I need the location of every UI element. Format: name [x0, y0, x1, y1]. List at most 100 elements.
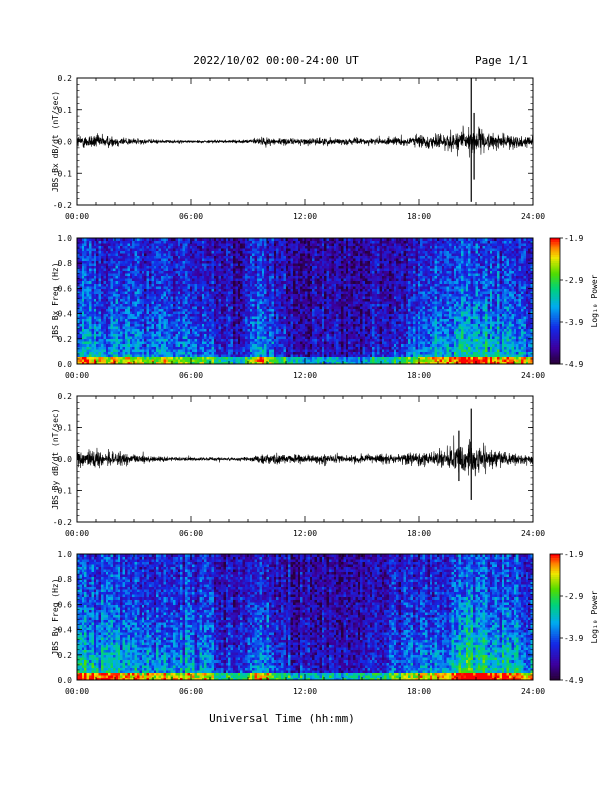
spectrogram-cell	[199, 275, 203, 279]
x-tick-label: 18:00	[407, 212, 431, 221]
spectrogram-cell	[93, 308, 97, 312]
spectrogram-cell	[302, 248, 306, 251]
spectrogram-cell	[197, 303, 200, 307]
spectrogram-cell	[254, 311, 258, 314]
spectrogram-cell	[249, 245, 253, 249]
spectrogram-cell	[156, 243, 159, 246]
spectrogram-cell	[108, 243, 111, 246]
spectrogram-cell	[271, 353, 275, 357]
spectrogram-cell	[163, 293, 167, 297]
spectrogram-cell	[223, 295, 227, 299]
spectrogram-cell	[247, 313, 251, 317]
spectrogram-cell	[242, 346, 246, 350]
spectrogram-cell	[261, 301, 265, 304]
spectrogram-cell	[245, 278, 248, 282]
spectrogram-cell	[290, 285, 294, 289]
spectrogram-cell	[271, 255, 275, 259]
spectrogram-cell	[233, 353, 236, 357]
spectrogram-cell	[278, 346, 282, 350]
spectrogram-cell	[101, 353, 104, 357]
spectrogram-cell	[101, 356, 104, 360]
spectrogram-cell	[302, 273, 306, 277]
spectrogram-cell	[173, 333, 176, 337]
spectrogram-cell	[266, 288, 270, 292]
spectrogram-cell	[242, 313, 246, 317]
spectrogram-cell	[170, 275, 174, 279]
spectrogram-cell	[213, 361, 217, 365]
spectrogram-cell	[273, 263, 277, 267]
spectrogram-cell	[115, 321, 119, 325]
spectrogram-cell	[216, 258, 219, 262]
spectrogram-cell	[293, 348, 296, 352]
spectrogram-cell	[206, 353, 210, 357]
spectrogram-cell	[115, 265, 119, 269]
spectrogram-cell	[221, 321, 224, 325]
spectrogram-cell	[194, 288, 198, 292]
spectrogram-cell	[223, 283, 227, 287]
spectrogram-cell	[297, 240, 301, 244]
spectrogram-cell	[300, 301, 303, 304]
spectrogram-cell	[120, 361, 123, 365]
spectrogram-cell	[276, 253, 279, 257]
spectrogram-cell	[290, 341, 294, 345]
spectrogram-cell	[146, 336, 150, 340]
spectrogram-cell	[307, 270, 311, 274]
spectrogram-cell	[91, 258, 95, 262]
spectrogram-cell	[233, 248, 236, 251]
spectrogram-cell	[81, 290, 85, 294]
spectrogram-cell	[233, 323, 236, 327]
spectrogram-cell	[182, 336, 186, 340]
spectrogram-cell	[89, 338, 92, 342]
spectrogram-cell	[144, 321, 147, 325]
spectrogram-cell	[228, 240, 231, 244]
spectrogram-cell	[235, 285, 239, 289]
spectrogram-cell	[127, 298, 131, 302]
spectrogram-cell	[271, 301, 275, 304]
spectrogram-cell	[302, 316, 306, 320]
spectrogram-cell	[120, 260, 123, 264]
spectrogram-cell	[117, 358, 121, 362]
spectrogram-cell	[129, 283, 133, 287]
spectrogram-cell	[192, 311, 195, 314]
spectrogram-cell	[173, 275, 176, 279]
spectrogram-cell	[77, 343, 80, 347]
spectrogram-cell	[225, 301, 229, 304]
spectrogram-cell	[233, 273, 236, 277]
spectrogram-cell	[185, 343, 188, 347]
spectrogram-cell	[252, 270, 255, 274]
spectrogram-cell	[271, 328, 275, 332]
spectrogram-cell	[225, 313, 229, 317]
spectrogram-cell	[293, 255, 296, 259]
spectrogram-cell	[293, 275, 296, 279]
spectrogram-cell	[302, 295, 306, 299]
spectrogram-cell	[225, 326, 229, 330]
spectrogram-cell	[91, 278, 95, 282]
spectrogram-cell	[170, 273, 174, 277]
spectrogram-cell	[278, 326, 282, 330]
spectrogram-cell	[103, 306, 107, 309]
spectrogram-cell	[266, 321, 270, 325]
spectrogram-cell	[110, 280, 114, 284]
spectrogram-cell	[110, 298, 114, 302]
spectrogram-cell	[197, 290, 200, 294]
spectrogram-cell	[91, 263, 95, 267]
spectrogram-cell	[199, 321, 203, 325]
spectrogram-cell	[261, 265, 265, 269]
spectrogram-cell	[197, 323, 200, 327]
spectrogram-cell	[153, 285, 157, 289]
spectrogram-cell	[230, 243, 234, 246]
spectrogram-cell	[158, 318, 162, 322]
spectrogram-cell	[93, 318, 97, 322]
spectrogram-cell	[305, 248, 308, 251]
spectrogram-cell	[192, 313, 195, 317]
spectrogram-cell	[120, 238, 123, 241]
spectrogram-cell	[105, 278, 109, 282]
spectrogram-cell	[283, 288, 287, 292]
spectrogram-cell	[221, 348, 224, 352]
spectrogram-cell	[201, 240, 205, 244]
spectrogram-cell	[146, 258, 150, 262]
spectrogram-cell	[264, 260, 267, 264]
spectrogram-cell	[201, 288, 205, 292]
spectrogram-cell	[247, 328, 251, 332]
spectrogram-cell	[257, 301, 260, 304]
